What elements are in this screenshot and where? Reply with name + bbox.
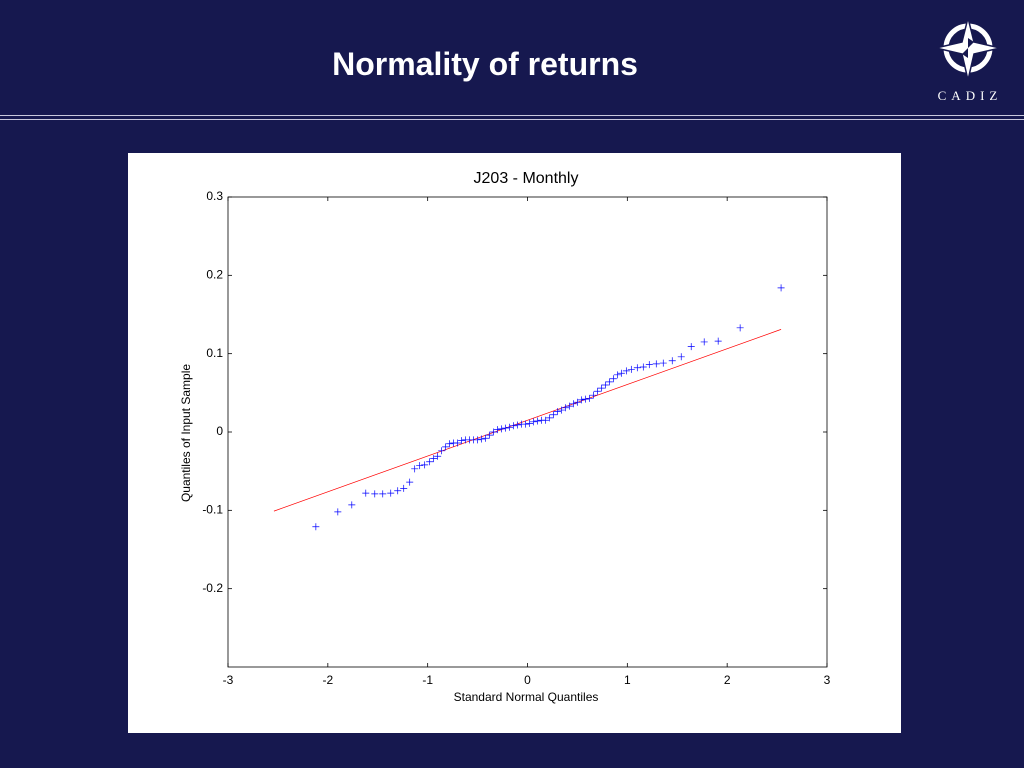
logo-text: CADIZ	[937, 88, 1003, 103]
data-point	[677, 353, 685, 361]
x-tick-label: 2	[724, 673, 731, 687]
data-point	[533, 417, 541, 425]
data-point	[609, 375, 617, 383]
data-point	[553, 408, 561, 416]
x-tick-label: 0	[524, 673, 531, 687]
data-point	[387, 489, 395, 497]
data-point	[622, 367, 630, 375]
data-point	[348, 501, 356, 509]
data-point	[514, 421, 522, 429]
data-point	[394, 487, 402, 495]
data-point	[522, 420, 530, 428]
data-point	[362, 489, 370, 497]
slide-title: Normality of returns	[332, 46, 638, 82]
chart-title: J203 - Monthly	[474, 170, 579, 187]
data-point	[426, 458, 434, 466]
data-point	[371, 490, 379, 498]
data-point	[545, 414, 553, 422]
data-point	[438, 447, 446, 455]
data-point	[589, 391, 597, 399]
y-tick-label: 0	[216, 424, 223, 438]
data-point	[700, 338, 708, 346]
data-point	[421, 461, 429, 469]
data-point	[605, 378, 613, 386]
data-point	[627, 365, 635, 373]
data-point	[573, 398, 581, 406]
x-axis-label: Standard Normal Quantiles	[454, 690, 599, 704]
data-point	[454, 439, 462, 447]
data-point	[613, 371, 621, 379]
chart: J203 - Monthly Standard Normal Quantiles…	[179, 170, 831, 704]
data-point	[446, 440, 454, 448]
y-tick-label: 0.3	[206, 189, 223, 203]
data-point	[549, 411, 557, 419]
data-point	[458, 437, 466, 445]
data-point	[486, 431, 494, 439]
header-rule	[0, 115, 1024, 116]
x-tick-label: -3	[223, 673, 234, 687]
data-point	[668, 357, 676, 365]
x-tick-label: 1	[624, 673, 631, 687]
data-point	[442, 443, 450, 451]
chart-panel: J203 - Monthly Standard Normal Quantiles…	[128, 153, 901, 733]
y-tick-label: 0.1	[206, 346, 223, 360]
data-point	[593, 387, 601, 395]
data-point	[639, 363, 647, 371]
data-point	[569, 400, 577, 408]
data-point	[434, 452, 442, 460]
y-tick-label: 0.2	[206, 268, 223, 282]
data-point	[633, 364, 641, 372]
data-point	[510, 422, 518, 430]
logo-icon	[936, 18, 1000, 81]
data-point	[645, 361, 653, 369]
data-point	[687, 343, 695, 351]
y-axis-label: Quantiles of Input Sample	[179, 364, 193, 502]
data-point	[490, 428, 498, 436]
reference-line	[273, 329, 782, 512]
data-point	[334, 508, 342, 516]
data-point	[577, 396, 585, 404]
data-point	[565, 402, 573, 410]
data-point	[379, 490, 387, 498]
data-point	[585, 394, 593, 402]
data-point	[777, 284, 785, 292]
data-point	[416, 462, 424, 470]
data-point	[502, 424, 510, 432]
data-point	[474, 436, 482, 444]
x-tick-label: -1	[422, 673, 433, 687]
data-point	[659, 359, 667, 367]
data-point	[652, 360, 660, 368]
data-point	[411, 465, 419, 473]
data-point	[506, 423, 514, 431]
y-tick-label: -0.2	[202, 581, 223, 595]
header-rule	[0, 119, 1024, 120]
x-tick-label: 3	[824, 673, 831, 687]
data-point	[541, 416, 549, 424]
data-point	[494, 426, 502, 434]
y-tick-label: -0.1	[202, 503, 223, 517]
data-point	[736, 324, 744, 332]
data-point	[597, 384, 605, 392]
data-point	[430, 455, 438, 463]
data-point	[312, 523, 320, 531]
data-point	[557, 406, 565, 414]
data-point	[406, 478, 414, 486]
data-point	[478, 435, 486, 443]
data-point	[482, 434, 490, 442]
data-point	[525, 419, 533, 427]
data-point	[529, 418, 537, 426]
data-point	[581, 395, 589, 403]
data-point	[498, 425, 506, 433]
axes-box	[227, 196, 828, 668]
data-point	[601, 381, 609, 389]
data-point	[561, 404, 569, 412]
x-tick-label: -2	[322, 673, 333, 687]
data-point	[400, 484, 408, 492]
data-point	[617, 369, 625, 377]
data-point	[714, 337, 722, 345]
